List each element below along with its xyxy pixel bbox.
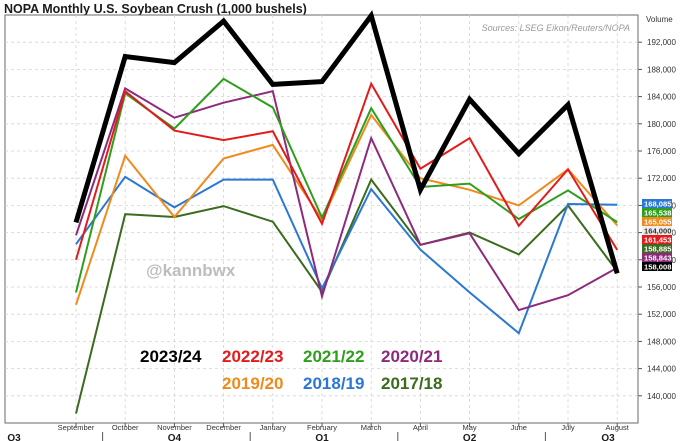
end-value-label: 158,008 <box>644 262 671 271</box>
series-line-2022-23 <box>75 81 619 261</box>
x-tick-label: January <box>259 423 286 432</box>
y-tick-label: 156,000 <box>647 283 676 292</box>
end-value-badge <box>642 262 672 271</box>
x-tick-label: May <box>463 423 477 432</box>
end-value-badge <box>642 199 672 208</box>
y-axis-label: Volume <box>646 15 673 24</box>
end-value-labels: 168,085165,538165,055164,000161,453158,8… <box>642 199 672 271</box>
end-value-label: 161,453 <box>644 235 671 244</box>
y-tick-label: 184,000 <box>647 93 676 102</box>
y-tick-label: 192,000 <box>647 38 676 47</box>
end-value-label: 168,085 <box>644 199 672 208</box>
chart-title: NOPA Monthly U.S. Soybean Crush (1,000 b… <box>4 2 307 16</box>
y-tick-label: 148,000 <box>647 337 676 346</box>
x-tick-label: March <box>361 423 382 432</box>
end-value-badge <box>642 253 672 262</box>
end-value-badge <box>642 217 672 226</box>
quarter-label: Q4 <box>168 433 182 441</box>
end-value-label: 165,055 <box>644 217 672 226</box>
x-tick-label: July <box>561 423 575 432</box>
end-value-badge <box>642 208 672 217</box>
series-line-2020-21 <box>75 86 618 312</box>
legend-entry-2018-19: 2018/19 <box>303 374 364 393</box>
end-value-badge <box>642 235 672 244</box>
y-tick-label: 140,000 <box>647 392 676 401</box>
legend-entry-2019-20: 2019/20 <box>222 374 283 393</box>
end-value-badge <box>642 226 672 235</box>
quarter-label: Q1 <box>315 433 329 441</box>
legend-entry-2023-24: 2023/24 <box>140 347 202 366</box>
x-tick-label: August <box>606 423 630 432</box>
x-tick-label: February <box>307 423 337 432</box>
quarter-label: Q3 <box>7 433 21 441</box>
y-tick-label: 180,000 <box>647 120 676 129</box>
y-tick-label: 172,000 <box>647 174 676 183</box>
y-tick-label: 152,000 <box>647 310 676 319</box>
end-value-badge <box>642 244 672 253</box>
series-line-2019-20 <box>75 113 618 306</box>
legend-entry-2017-18: 2017/18 <box>381 374 442 393</box>
y-tick-label: 188,000 <box>647 65 676 74</box>
x-axis: September October November December January F… <box>7 423 630 441</box>
x-tick-label: December <box>206 423 241 432</box>
series-line-2018-19 <box>75 175 618 335</box>
series-line-2021-22 <box>75 77 618 293</box>
x-tick-label: June <box>511 423 527 432</box>
legend-entry-2021-22: 2021/22 <box>303 347 364 366</box>
series-lines <box>73 10 620 414</box>
end-value-label: 164,000 <box>644 226 671 235</box>
y-tick-label: 176,000 <box>647 147 676 156</box>
legend: 2023/24 2022/23 2021/22 2020/21 2019/20 2018/… <box>140 347 442 393</box>
series-line-2023-24 <box>73 10 620 275</box>
legend-entry-2022-23: 2022/23 <box>222 347 283 366</box>
quarter-label: Q3 <box>601 433 615 441</box>
x-tick-label: April <box>413 423 428 432</box>
source-note: Sources: LSEG Eikon/Reuters/NOPA <box>482 23 630 33</box>
y-tick-label: 144,000 <box>647 365 676 374</box>
end-value-label: 158,885 <box>644 244 672 253</box>
x-tick-label: November <box>157 423 192 432</box>
x-tick-label: September <box>58 423 95 432</box>
legend-entry-2020-21: 2020/21 <box>381 347 442 366</box>
quarter-label: Q2 <box>463 433 477 441</box>
watermark: @kannbwx <box>146 261 236 280</box>
end-value-label: 165,538 <box>644 208 671 217</box>
series-line-2017-18 <box>75 177 619 414</box>
end-value-label: 158,843 <box>644 253 671 262</box>
x-tick-label: October <box>112 423 139 432</box>
